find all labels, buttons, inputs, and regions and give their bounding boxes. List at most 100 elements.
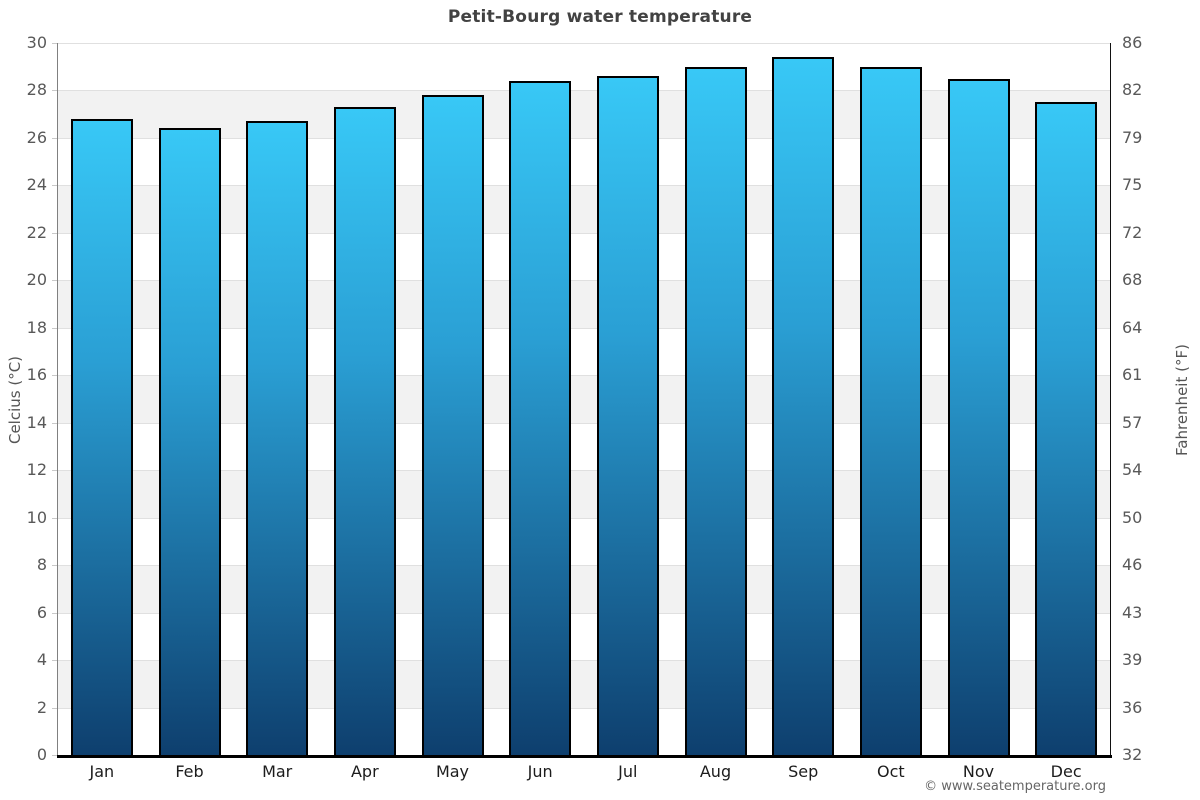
grid-band [58, 43, 1110, 91]
y-axis-tick-mark [52, 137, 57, 139]
plot-area [58, 43, 1110, 755]
gridline [58, 612, 1110, 614]
grid-band [58, 517, 1110, 566]
y-tick-label-fahrenheit: 64 [1122, 317, 1143, 337]
bar-nov[interactable] [947, 78, 1010, 755]
y-axis-tick-mark [52, 327, 57, 329]
y-axis-tick-mark [52, 422, 57, 424]
x-tick-label-jul: Jul [618, 762, 638, 781]
bar-feb[interactable] [158, 128, 221, 755]
y-tick-label-fahrenheit: 32 [1122, 745, 1143, 764]
bar-jan[interactable] [70, 118, 133, 755]
bar-jul[interactable] [596, 76, 659, 755]
bar-oct[interactable] [859, 66, 922, 755]
y-tick-label-fahrenheit: 82 [1122, 80, 1143, 100]
y-tick-label-fahrenheit: 36 [1122, 697, 1143, 717]
bar-sep[interactable] [772, 57, 835, 755]
y-tick-label-celsius: 12 [26, 460, 47, 480]
y-tick-label-celsius: 22 [26, 222, 47, 242]
bar-jun[interactable] [509, 80, 572, 755]
gridline [58, 137, 1110, 139]
copyright-text: © www.seatemperature.org [924, 779, 1106, 794]
y-axis-line-left [57, 43, 58, 756]
y-tick-label-celsius: 0 [36, 745, 47, 764]
y-tick-label-fahrenheit: 61 [1122, 365, 1143, 385]
y-tick-label-fahrenheit: 68 [1122, 270, 1143, 290]
y-axis-tick-mark [52, 612, 57, 614]
y-axis-tick-mark [52, 375, 57, 377]
gridline [58, 43, 1110, 44]
y-tick-label-fahrenheit: 79 [1122, 127, 1143, 147]
gridline [58, 660, 1110, 662]
gridline [58, 375, 1110, 377]
grid-band [58, 280, 1110, 328]
x-axis-line [57, 755, 1112, 758]
x-tick-label-sep: Sep [788, 762, 819, 781]
x-tick-label-dec: Dec [1050, 762, 1082, 781]
grid-band [58, 375, 1110, 423]
y-axis-tick-mark [52, 565, 57, 567]
bar-may[interactable] [421, 95, 484, 755]
grid-band [58, 137, 1110, 186]
y-tick-label-fahrenheit: 46 [1122, 555, 1143, 575]
y-tick-label-celsius: 2 [36, 697, 47, 717]
gridline [58, 185, 1110, 187]
y-tick-label-fahrenheit: 50 [1122, 507, 1143, 527]
y-tick-label-fahrenheit: 86 [1122, 33, 1143, 52]
x-tick-label-mar: Mar [262, 762, 293, 781]
y-tick-label-celsius: 16 [26, 365, 47, 385]
x-tick-label-apr: Apr [350, 762, 379, 781]
y-axis-tick-mark [52, 517, 57, 519]
x-tick-label-nov: Nov [962, 762, 995, 781]
x-tick-label-feb: Feb [175, 762, 204, 781]
grid-band [58, 612, 1110, 661]
y-tick-label-celsius: 20 [26, 270, 47, 290]
bar-dec[interactable] [1035, 102, 1098, 755]
grid-band [58, 327, 1110, 376]
gridline [58, 707, 1110, 709]
gridline [58, 565, 1110, 567]
y-tick-label-celsius: 24 [26, 175, 47, 195]
x-tick-label-aug: Aug [699, 762, 732, 781]
y-tick-label-fahrenheit: 57 [1122, 412, 1143, 432]
grid-band [58, 185, 1110, 233]
y-tick-label-fahrenheit: 39 [1122, 650, 1143, 670]
gridline [58, 232, 1110, 234]
grid-band [58, 90, 1110, 138]
grid-band [58, 422, 1110, 471]
y-tick-label-fahrenheit: 43 [1122, 602, 1143, 622]
y-axis-tick-mark [52, 185, 57, 187]
y-tick-label-celsius: 28 [26, 80, 47, 100]
gridline [58, 280, 1110, 282]
y-axis-tick-mark [52, 470, 57, 472]
x-tick-label-may: May [435, 762, 470, 781]
y-axis-tick-mark [52, 660, 57, 662]
grid-band [58, 707, 1110, 755]
y-tick-label-celsius: 26 [26, 127, 47, 147]
bar-aug[interactable] [684, 66, 747, 755]
y-axis-tick-mark [52, 280, 57, 282]
x-tick-label-oct: Oct [876, 762, 905, 781]
y-axis-line-right [1110, 43, 1111, 756]
x-tick-label-jun: Jun [527, 762, 553, 781]
gridline [58, 470, 1110, 472]
y-tick-label-fahrenheit: 54 [1122, 460, 1143, 480]
bar-mar[interactable] [246, 121, 309, 755]
y-axis-tick-mark [52, 43, 57, 44]
y-axis-tick-mark [52, 232, 57, 234]
grid-band [58, 565, 1110, 613]
y-tick-label-celsius: 14 [26, 412, 47, 432]
chart-title: Petit-Bourg water temperature [447, 7, 753, 27]
grid-band [58, 232, 1110, 281]
gridline [58, 517, 1110, 519]
bar-apr[interactable] [333, 107, 396, 755]
y-tick-label-celsius: 30 [26, 33, 47, 52]
x-tick-label-jan: Jan [89, 762, 115, 781]
y-tick-label-celsius: 18 [26, 317, 47, 337]
y-tick-label-celsius: 4 [36, 650, 47, 670]
gridline [58, 327, 1110, 329]
gridline [58, 422, 1110, 424]
y-axis-tick-mark [52, 755, 57, 756]
y-tick-label-celsius: 8 [36, 555, 47, 575]
